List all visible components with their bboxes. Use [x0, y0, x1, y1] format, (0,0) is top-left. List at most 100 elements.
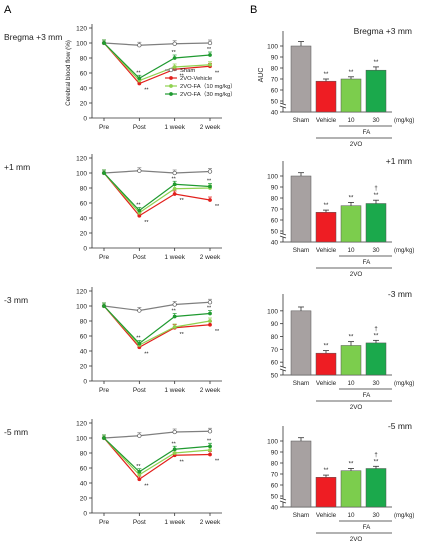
legend-marker-fa30 [169, 92, 173, 96]
x-tick-label: Post [133, 519, 146, 526]
x-tick-label: 10 [347, 380, 355, 387]
bar-vehicle [315, 352, 337, 376]
chart-title: -3 mm [388, 289, 412, 299]
data-point-fa10 [172, 451, 177, 455]
series-line-fa10 [103, 172, 211, 214]
x-tick-label: 1 week [164, 254, 185, 261]
significance-marker: † [374, 186, 377, 192]
x-tick-label: 2 week [200, 124, 221, 131]
data-point-vehicle [172, 192, 177, 196]
data-point-sham [172, 302, 177, 307]
significance-marker: ** [349, 195, 354, 201]
bar-vehicle [315, 212, 337, 243]
data-point-fa10 [137, 472, 142, 477]
row-label: -5 mm [4, 427, 28, 437]
y-tick-label: 50 [271, 229, 279, 236]
data-point-vehicle [208, 198, 212, 202]
y-tick-label: 40 [80, 349, 88, 356]
series-line-fa10 [103, 42, 211, 82]
data-point-fa30 [208, 444, 212, 449]
y-tick-label: 70 [271, 207, 279, 214]
significance-marker: ** [136, 70, 141, 76]
legend-label-sham: Sham [180, 68, 195, 74]
significance-marker: ** [207, 438, 212, 444]
bar-sham [290, 175, 312, 243]
legend-marker-fa10 [169, 84, 173, 88]
y-tick-label: 70 [271, 472, 279, 479]
x-tick-label: Vehicle [316, 512, 337, 519]
data-point-fa10 [208, 319, 212, 323]
significance-marker: ** [207, 47, 212, 53]
y-tick-label: 120 [76, 421, 87, 428]
significance-marker: ** [349, 70, 354, 76]
axis-break [279, 365, 287, 369]
significance-marker: ** [374, 193, 379, 199]
y-tick-label: 100 [267, 44, 278, 51]
fa-label: FA [363, 129, 371, 136]
y-axis-label: Cerebral blood flow (%) [65, 40, 72, 106]
x-tick-label: 30 [372, 380, 380, 387]
significance-marker: ** [180, 459, 185, 465]
significance-marker: ** [180, 198, 185, 204]
x-tick-label: Sham [293, 117, 309, 124]
x-tick-label: 30 [372, 117, 380, 124]
data-point-fa30 [208, 311, 212, 316]
chart-title: -5 mm [388, 421, 412, 431]
data-point-sham [137, 433, 142, 438]
bar-10 [340, 470, 362, 508]
data-point-sham [207, 429, 213, 434]
data-point-fa30 [102, 304, 106, 308]
x-tick-label: 2 week [200, 387, 221, 394]
series-line-vehicle [103, 305, 211, 349]
group-label: 2VO [350, 271, 363, 278]
significance-marker: ** [374, 60, 379, 66]
significance-marker: ** [180, 73, 185, 79]
bar-30 [365, 69, 387, 113]
series-line-fa30 [103, 305, 211, 345]
axis-break [279, 500, 287, 504]
data-point-sham [172, 170, 177, 176]
significance-marker: † [374, 326, 377, 332]
data-point-fa10 [172, 186, 177, 191]
y-tick-label: 40 [271, 505, 279, 512]
significance-marker: ** [215, 204, 220, 210]
y-tick-label: 80 [271, 334, 279, 341]
data-point-fa30 [208, 53, 212, 57]
y-tick-label: 40 [80, 86, 88, 93]
significance-marker: ** [374, 333, 379, 339]
y-tick-label: 60 [80, 466, 88, 473]
x-tick-label: 1 week [164, 387, 185, 394]
significance-marker: † [374, 452, 377, 458]
axis-break [279, 232, 287, 236]
data-point-vehicle [137, 477, 142, 482]
bar-sham [290, 440, 312, 508]
data-point-fa10 [208, 448, 212, 452]
x-tick-label: 2 week [200, 254, 221, 261]
significance-marker: ** [144, 220, 149, 226]
data-point-sham [172, 429, 177, 435]
y-tick-label: 80 [80, 451, 88, 458]
data-point-sham [137, 43, 142, 48]
bar-10 [340, 345, 362, 376]
x-unit-label: (mg/kg) [394, 118, 414, 124]
legend-label-fa30: 2VO-FA（30 mg/kg） [180, 91, 236, 98]
group-label: 2VO [350, 536, 363, 543]
group-label: 2VO [350, 141, 363, 148]
significance-marker: ** [136, 464, 141, 470]
x-tick-label: 2 week [200, 519, 221, 526]
axis-break [279, 105, 287, 109]
axis-break [279, 102, 287, 106]
significance-marker: ** [324, 468, 329, 474]
y-tick-label: 60 [271, 360, 279, 367]
significance-marker: ** [374, 459, 379, 465]
bar-vehicle [315, 477, 337, 508]
y-tick-label: 120 [76, 289, 87, 296]
bar-sham [290, 310, 312, 376]
row-label: Bregma +3 mm [4, 32, 62, 42]
legend-marker-sham [168, 67, 174, 73]
y-tick-label: 60 [80, 201, 88, 208]
x-unit-label: (mg/kg) [394, 248, 414, 254]
data-point-fa10 [172, 325, 177, 329]
data-point-fa30 [102, 41, 106, 45]
